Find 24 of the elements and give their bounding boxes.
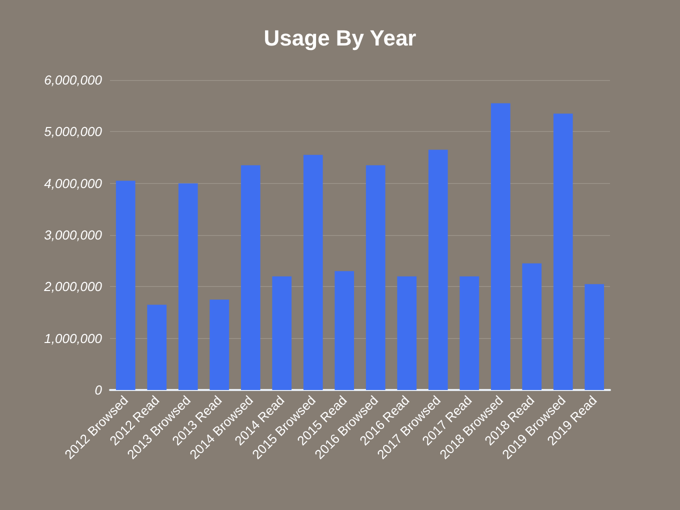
bar: [522, 263, 542, 390]
bar: [178, 183, 198, 390]
bar: [210, 300, 230, 390]
y-tick-label: 5,000,000: [44, 124, 103, 140]
bar: [116, 180, 136, 390]
bar: [490, 103, 510, 390]
bar: [303, 154, 323, 390]
bar: [240, 165, 260, 390]
bar: [272, 276, 292, 390]
bar: [553, 114, 573, 390]
y-tick-label: 6,000,000: [44, 72, 103, 88]
bar: [584, 284, 604, 390]
y-tick-label: 0: [94, 382, 103, 398]
y-tick-label: 4,000,000: [44, 176, 103, 191]
bar: [366, 165, 386, 390]
chart-title: Usage By Year: [264, 26, 417, 50]
bar: [460, 276, 480, 390]
bar: [147, 304, 167, 390]
y-tick-label: 3,000,000: [44, 228, 103, 242]
bar: [428, 150, 448, 390]
bar: [397, 276, 417, 390]
y-tick-label: 1,000,000: [44, 330, 103, 346]
bar: [334, 271, 354, 390]
y-tick-label: 2,000,000: [43, 279, 103, 294]
